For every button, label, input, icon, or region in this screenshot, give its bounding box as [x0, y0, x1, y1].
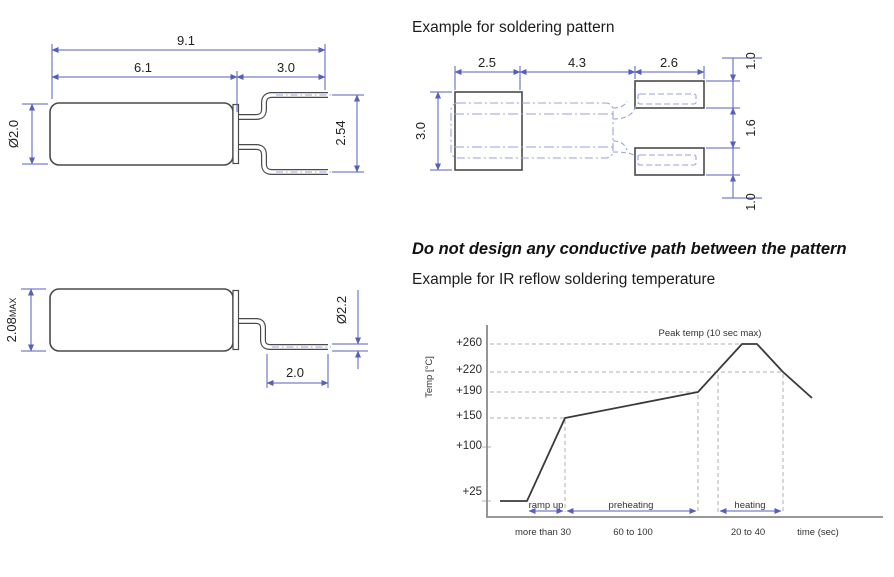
dimension-drawing-top-view: 9.1 6.1 3.0 Ø2.0 2.54	[6, 33, 364, 175]
component-ghost-outline	[450, 93, 697, 166]
dimension-lines-side-view	[21, 288, 368, 388]
dim-body-height-label: 2.08MAX	[4, 298, 19, 343]
ytick-220: +220	[456, 364, 482, 376]
x-axis-title: time (sec)	[797, 527, 839, 538]
dim-center-clearance-label: 4.3	[568, 55, 586, 70]
ytick-150: +150	[456, 410, 482, 422]
dim-lead-length-label: 3.0	[277, 60, 295, 75]
dim-right-pad-width-label: 2.6	[660, 55, 678, 70]
y-axis-title: Temp [°C]	[424, 356, 435, 398]
dimension-lines-top-view	[22, 44, 364, 173]
dim-right-pad-top-height-label: 1.0	[744, 52, 758, 69]
soldering-pattern-drawing: 2.5 4.3 2.6 3.0 1.0 1.6 1.0	[413, 52, 762, 211]
dim-lead-diameter-label: Ø2.2	[334, 296, 349, 324]
peak-temp-annotation: Peak temp (10 sec max)	[659, 328, 762, 339]
dimension-drawing-side-view: 2.08MAX 2.0 Ø2.2	[4, 288, 368, 388]
solder-pads	[454, 80, 705, 176]
dim-right-pad-bottom-height-label: 1.0	[744, 193, 758, 210]
phase-label-preheating: preheating	[609, 500, 654, 511]
phase-label-ramp-up: ramp up	[529, 500, 564, 511]
chart-gridlines	[490, 343, 784, 512]
crystal-body-side-view	[49, 288, 240, 352]
ytick-190: +190	[456, 385, 482, 397]
dimension-lines-pattern	[430, 57, 762, 199]
crystal-body-top-view	[49, 102, 240, 166]
reflow-chart-title: Example for IR reflow soldering temperat…	[412, 271, 716, 288]
phase-label-heating: heating	[734, 500, 765, 511]
ytick-25: +25	[462, 486, 482, 498]
conductive-path-warning: Do not design any conductive path betwee…	[412, 240, 847, 258]
ytick-100: +100	[456, 440, 482, 452]
dim-lead-pitch-label: 2.54	[333, 120, 348, 145]
duration-label-preheating: 60 to 100	[613, 527, 653, 538]
dim-body-diameter-label: Ø2.0	[6, 120, 21, 148]
duration-label-ramp-up: more than 30	[515, 527, 571, 538]
temperature-profile-curve	[500, 343, 813, 502]
crystal-leads-top-view	[239, 92, 333, 175]
ytick-260: +260	[456, 337, 482, 349]
dim-left-pad-height-label: 3.0	[413, 122, 428, 140]
dim-body-length-label: 6.1	[134, 60, 152, 75]
dim-body-height-suffix: MAX	[8, 298, 18, 318]
dim-foot-length-label: 2.0	[286, 365, 304, 380]
duration-label-heating: 20 to 40	[731, 527, 765, 538]
dim-overall-length-label: 9.1	[177, 33, 195, 48]
crystal-lead-side-view	[239, 318, 331, 350]
dim-body-height-value: 2.08	[4, 317, 19, 342]
dim-right-pad-gap-label: 1.6	[744, 119, 758, 136]
chart-axes	[486, 325, 883, 518]
dim-left-pad-width-label: 2.5	[478, 55, 496, 70]
reflow-temperature-chart: +260 +220 +190 +150 +100 +25 Peak temp (…	[424, 325, 883, 538]
soldering-pattern-title: Example for soldering pattern	[412, 19, 615, 36]
